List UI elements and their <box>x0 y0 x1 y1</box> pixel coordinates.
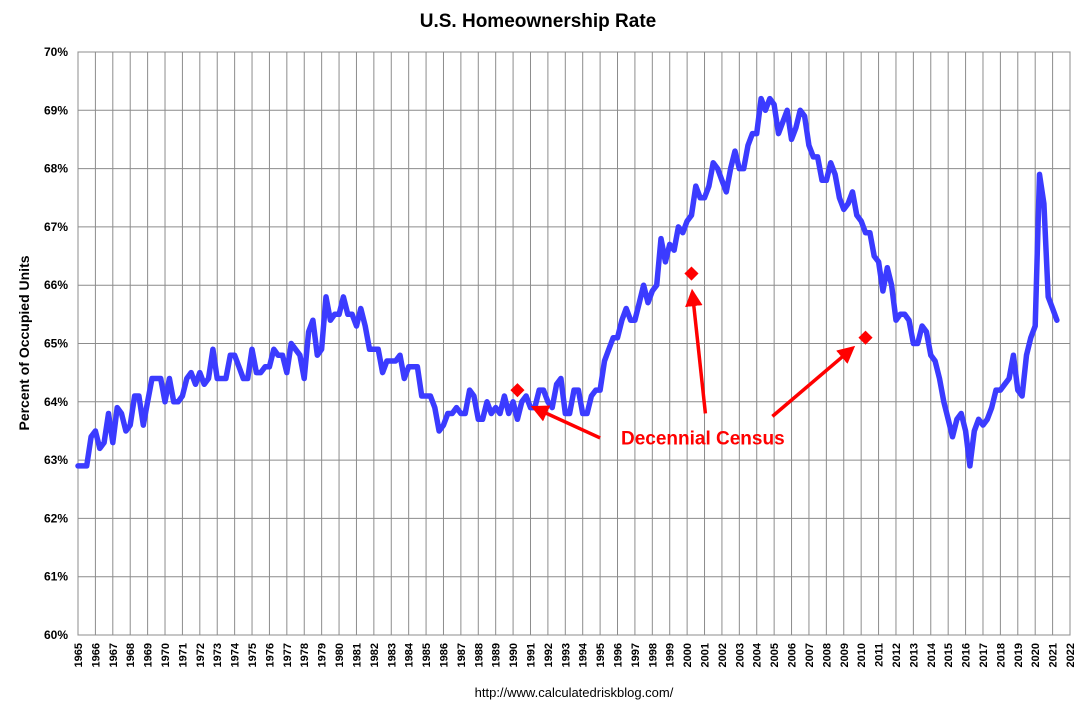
x-tick-label: 1996 <box>613 643 625 667</box>
x-tick-label: 1981 <box>351 643 363 667</box>
x-tick-label: 1983 <box>386 643 398 667</box>
x-tick-label: 2001 <box>700 643 712 667</box>
x-tick-label: 1980 <box>334 643 346 667</box>
census-marker <box>510 383 525 398</box>
source-url: http://www.calculatedriskblog.com/ <box>475 685 674 700</box>
x-tick-label: 1998 <box>647 643 659 667</box>
x-tick-label: 1978 <box>299 643 311 667</box>
x-tick-label: 1993 <box>560 643 572 667</box>
y-tick-labels: 60% 61% 62% 63% 64% 65% 66% 67% 68% 69% 70% <box>44 45 68 642</box>
x-tick-label: 2000 <box>682 643 694 667</box>
x-tick-label: 1997 <box>630 643 642 667</box>
x-tick-label: 1976 <box>264 643 276 667</box>
x-tick-label: 1991 <box>525 643 537 667</box>
x-tick-label: 1977 <box>282 643 294 667</box>
y-tick-label: 64% <box>44 395 68 409</box>
chart-title: U.S. Homeownership Rate <box>420 11 657 32</box>
x-tick-label: 1970 <box>160 643 172 667</box>
y-tick-label: 67% <box>44 220 68 234</box>
annotation-layer: Decennial Census <box>530 288 856 449</box>
y-tick-label: 60% <box>44 628 68 642</box>
census-marker <box>858 330 873 345</box>
x-tick-label: 1973 <box>212 643 224 667</box>
y-tick-label: 62% <box>44 511 68 525</box>
x-tick-label: 2018 <box>995 643 1007 667</box>
x-tick-label: 1987 <box>456 643 468 667</box>
x-tick-label: 1986 <box>438 643 450 667</box>
x-tick-label: 1989 <box>491 643 503 667</box>
x-tick-label: 2006 <box>787 643 799 667</box>
y-tick-label: 66% <box>44 278 68 292</box>
y-tick-label: 69% <box>44 103 68 117</box>
y-tick-label: 63% <box>44 453 68 467</box>
annotation-arrow <box>685 288 708 414</box>
x-tick-label: 2003 <box>734 643 746 667</box>
x-tick-label: 1990 <box>508 643 520 667</box>
x-tick-label: 2011 <box>874 643 886 667</box>
x-tick-label: 2017 <box>978 643 990 667</box>
y-tick-label: 61% <box>44 570 68 584</box>
homeownership-rate-line <box>75 95 1060 469</box>
x-tick-label: 1975 <box>247 643 259 667</box>
x-tick-label: 1988 <box>473 643 485 667</box>
x-tick-label: 1968 <box>125 643 137 667</box>
x-tick-label: 2008 <box>821 643 833 667</box>
x-tick-label: 1982 <box>369 643 381 667</box>
annotation-decennial-census: Decennial Census <box>621 428 785 449</box>
x-tick-label: 1969 <box>143 643 155 667</box>
x-tick-label: 1971 <box>177 643 189 667</box>
y-tick-label: 68% <box>44 162 68 176</box>
x-tick-label: 1985 <box>421 643 433 667</box>
x-tick-label: 1979 <box>317 643 329 667</box>
x-tick-label: 1995 <box>595 643 607 667</box>
x-tick-label: 2013 <box>908 643 920 667</box>
x-tick-label: 2002 <box>717 643 729 667</box>
y-tick-label: 65% <box>44 337 68 351</box>
x-tick-label: 1966 <box>90 643 102 667</box>
series-layer <box>75 95 1060 469</box>
x-tick-label: 2015 <box>943 643 955 667</box>
annotation-arrow <box>530 405 601 440</box>
x-tick-label: 2022 <box>1065 643 1077 667</box>
x-tick-label: 2016 <box>961 643 973 667</box>
x-tick-label: 1967 <box>108 643 120 667</box>
x-tick-labels: 1965 1966 1967 1968 1969 1970 1971 1972 1973 1974… <box>73 642 1077 667</box>
x-tick-label: 2005 <box>769 643 781 667</box>
annotation-arrow <box>771 345 856 418</box>
x-tick-label: 2009 <box>839 643 851 667</box>
x-tick-label: 2019 <box>1013 643 1025 667</box>
y-tick-label: 70% <box>44 45 68 59</box>
x-tick-label: 2012 <box>891 643 903 667</box>
census-marker <box>684 266 699 281</box>
x-tick-label: 2007 <box>804 643 816 667</box>
x-tick-label: 1972 <box>195 643 207 667</box>
x-tick-label: 2014 <box>926 642 938 667</box>
x-tick-label: 1999 <box>665 643 677 667</box>
x-tick-label: 2004 <box>752 642 764 667</box>
x-tick-label: 2020 <box>1030 643 1042 667</box>
x-tick-label: 2021 <box>1048 643 1060 667</box>
x-tick-label: 1994 <box>578 642 590 667</box>
x-tick-label: 2010 <box>856 643 868 667</box>
x-tick-label: 1992 <box>543 643 555 667</box>
x-tick-label: 1965 <box>73 643 85 667</box>
x-tick-label: 1984 <box>404 642 416 667</box>
gridlines <box>77 51 1071 636</box>
census-markers <box>510 266 873 398</box>
x-tick-label: 1974 <box>230 642 242 667</box>
y-axis-label: Percent of Occupied Units <box>16 255 32 430</box>
